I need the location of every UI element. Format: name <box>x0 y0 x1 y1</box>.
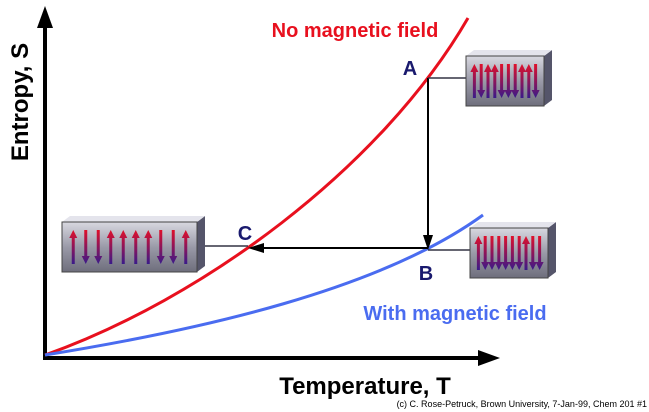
diagram: Entropy, S Temperature, T No magnetic fi… <box>0 0 649 412</box>
box-top <box>470 222 556 228</box>
credit: (c) C. Rose-Petruck, Brown University, 7… <box>397 399 647 409</box>
box-face <box>466 56 544 106</box>
x-axis-arrow <box>478 350 500 366</box>
box-side <box>197 216 205 272</box>
box-face <box>470 228 548 278</box>
point-label: B <box>419 263 433 285</box>
box-top <box>466 50 552 56</box>
y-axis-label: Entropy, S <box>7 43 34 161</box>
curve-label: With magnetic field <box>363 303 546 325</box>
box-face <box>62 222 197 272</box>
point-label: A <box>403 58 417 80</box>
curve-label: No magnetic field <box>272 20 439 42</box>
point-label: C <box>238 223 252 245</box>
box-side <box>548 222 556 278</box>
y-axis-arrow <box>37 6 53 28</box>
spin-boxes <box>62 50 556 278</box>
box-side <box>544 50 552 106</box>
page: Entropy, S Temperature, T No magnetic fi… <box>0 0 649 412</box>
x-axis-label: Temperature, T <box>279 373 451 400</box>
box-top <box>62 216 205 222</box>
